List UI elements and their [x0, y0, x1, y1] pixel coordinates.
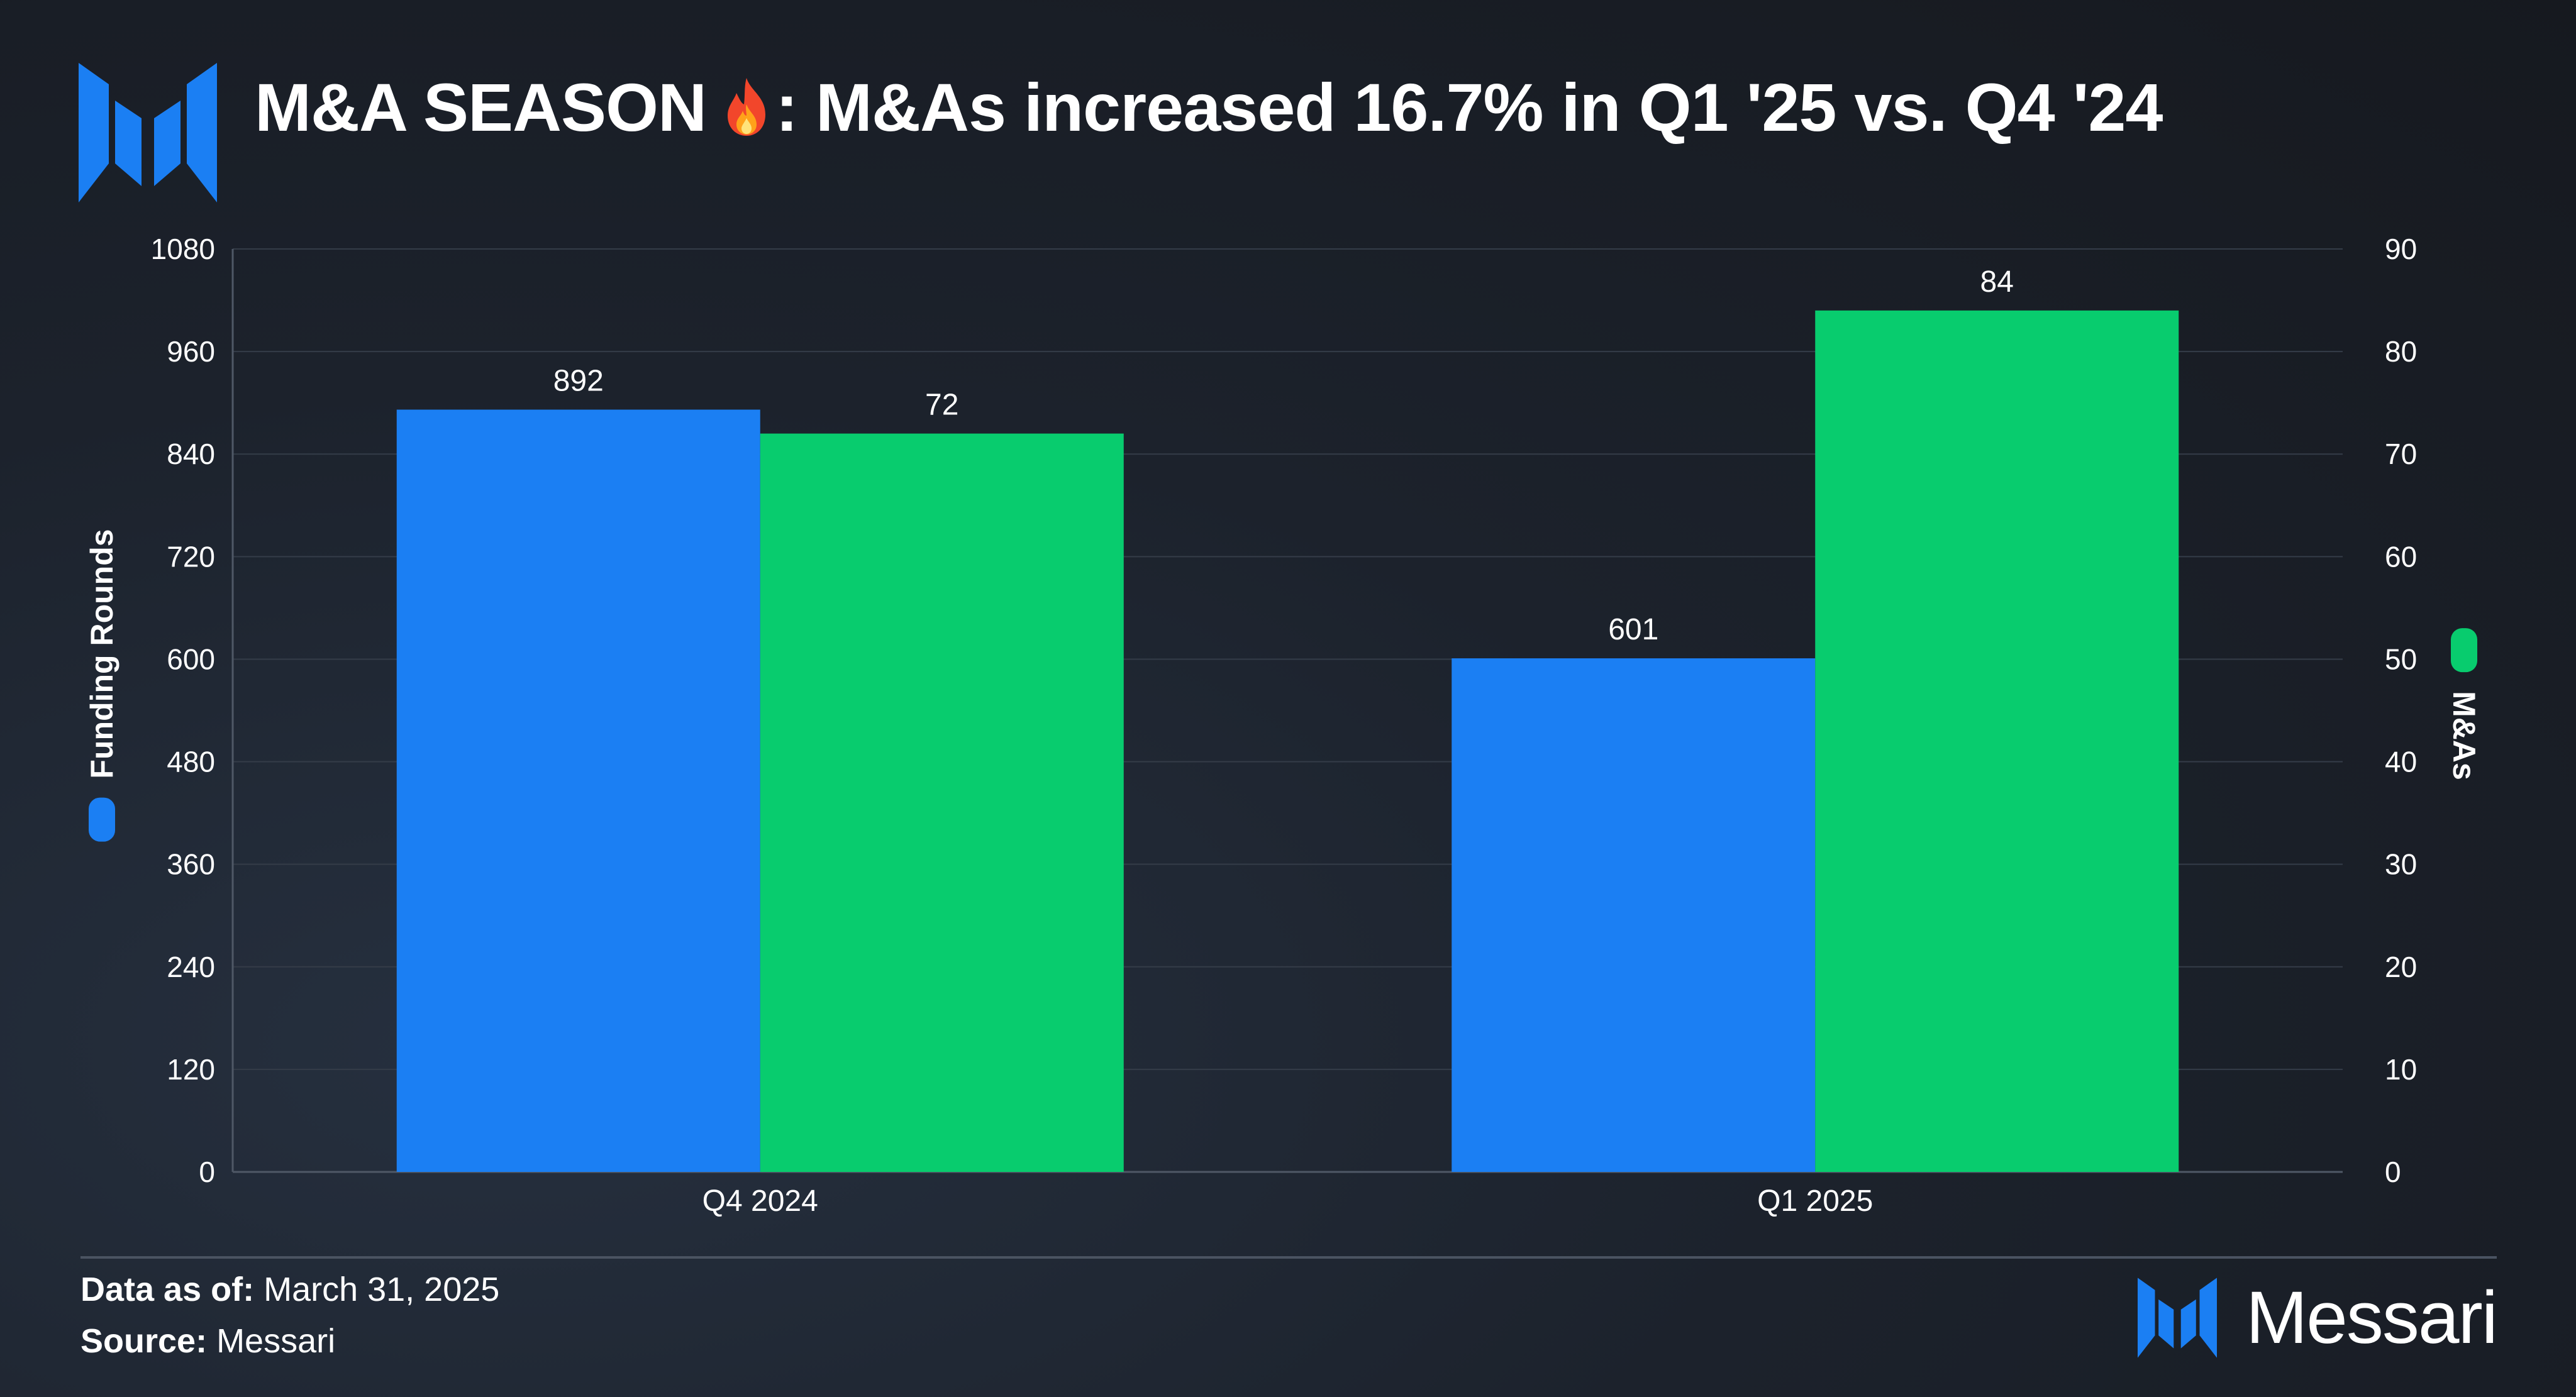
- right-tick-label: 10: [2385, 1053, 2417, 1086]
- x-tick-label: Q1 2025: [1757, 1184, 1873, 1218]
- right-tick-label: 80: [2385, 335, 2417, 368]
- title-prefix: M&A SEASON: [255, 69, 707, 145]
- left-axis-label: Funding Rounds: [84, 529, 119, 779]
- fire-icon: [728, 78, 766, 136]
- data-as-of-label: Data as of:: [80, 1271, 255, 1308]
- x-tick-label: Q4 2024: [702, 1184, 818, 1218]
- left-tick-label: 240: [167, 951, 215, 983]
- mas-bar: [760, 433, 1124, 1172]
- left-tick-label: 1080: [151, 233, 215, 265]
- data-as-of-value: March 31, 2025: [254, 1271, 500, 1308]
- left-tick-label: 840: [167, 438, 215, 470]
- mas-data-label: 72: [925, 389, 958, 422]
- right-tick-label: 60: [2385, 540, 2417, 573]
- mas-legend-swatch: [2451, 628, 2477, 673]
- source-label: Source:: [80, 1322, 208, 1360]
- brand: Messari: [2137, 1275, 2498, 1361]
- left-tick-label: 120: [167, 1053, 215, 1086]
- right-tick-label: 50: [2385, 643, 2417, 675]
- right-tick-label: 30: [2385, 848, 2417, 881]
- left-tick-label: 600: [167, 643, 215, 675]
- mas-bar: [1815, 310, 2179, 1172]
- left-tick-label: 480: [167, 746, 215, 778]
- funding-data-label: 601: [1608, 613, 1658, 646]
- chart-title: M&A SEASON : M&As increased 16.7% in Q1 …: [255, 63, 2163, 151]
- right-tick-label: 70: [2385, 438, 2417, 470]
- footer-divider: [80, 1256, 2497, 1259]
- right-axis-title: M&As: [2446, 628, 2482, 780]
- right-tick-label: 20: [2385, 951, 2417, 983]
- funding-bar: [396, 409, 760, 1172]
- left-tick-label: 960: [167, 335, 215, 368]
- funding-data-label: 892: [553, 365, 604, 398]
- left-tick-label: 360: [167, 848, 215, 881]
- chart: 0 0 120 10 240 20 360 30 480 40 600 50 720 60 840 70 960…: [151, 233, 2417, 1218]
- source-value: Messari: [207, 1322, 336, 1360]
- brand-name: Messari: [2245, 1276, 2498, 1359]
- title-suffix: : M&As increased 16.7% in Q1 '25 vs. Q4 …: [775, 69, 2163, 145]
- data-as-of: Data as of: March 31, 2025: [80, 1270, 499, 1309]
- left-tick-label: 720: [167, 540, 215, 573]
- right-tick-label: 0: [2385, 1156, 2401, 1188]
- messari-logo-icon: [79, 63, 217, 202]
- left-axis-title: Funding Rounds: [84, 529, 120, 842]
- mas-data-label: 84: [1980, 265, 2014, 299]
- funding-legend-swatch: [89, 797, 115, 842]
- source: Source: Messari: [80, 1322, 335, 1361]
- left-tick-label: 0: [199, 1156, 215, 1188]
- right-tick-label: 90: [2385, 233, 2417, 265]
- right-tick-label: 40: [2385, 746, 2417, 778]
- right-axis-label: M&As: [2446, 691, 2482, 780]
- funding-bar: [1452, 658, 1816, 1172]
- messari-brand-icon: [2137, 1278, 2217, 1358]
